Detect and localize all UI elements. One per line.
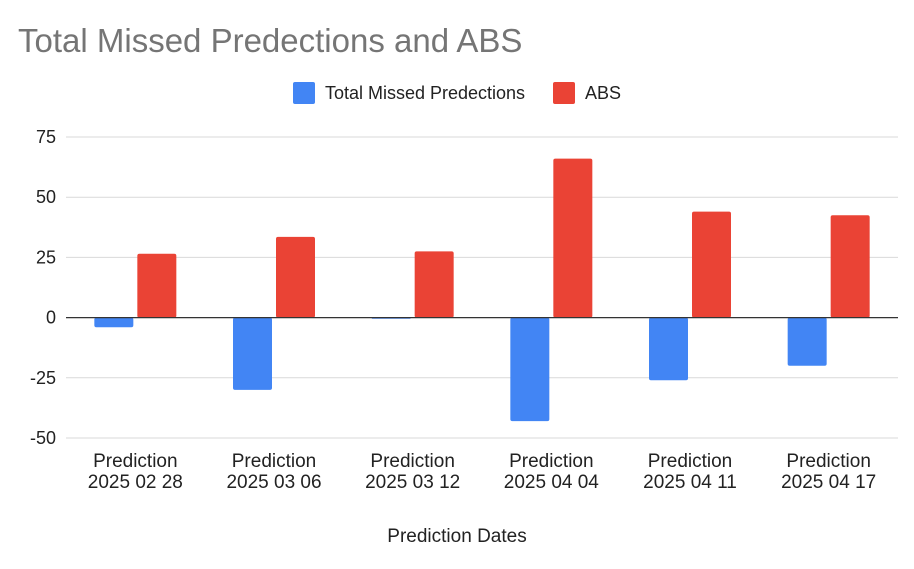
legend-swatch-abs: [553, 82, 576, 104]
x-tick-label: 2025 04 04: [504, 472, 600, 493]
bar-abs: [553, 158, 593, 318]
legend-label-abs: ABS: [585, 82, 622, 103]
x-tick-label: Prediction: [509, 451, 594, 472]
y-tick-label: -50: [30, 428, 56, 448]
legend: Total Missed Predections ABS: [0, 82, 914, 104]
bar-total-missed: [649, 317, 688, 381]
bar-abs: [692, 211, 731, 318]
bar-total-missed: [94, 317, 134, 328]
bar-total-missed: [787, 317, 827, 366]
bar-abs: [830, 215, 870, 318]
y-tick-label: 0: [46, 308, 56, 328]
x-tick-label: 2025 04 11: [643, 472, 737, 493]
x-axis-title: Prediction Dates: [387, 526, 527, 547]
chart-title: Total Missed Predections and ABS: [18, 22, 523, 59]
legend-item-abs[interactable]: ABS: [553, 82, 621, 104]
y-tick-label: 50: [36, 187, 56, 207]
x-tick-label: Prediction: [786, 451, 871, 472]
bar-abs: [414, 251, 454, 318]
bar-abs: [137, 253, 177, 318]
x-tick-label: Prediction: [648, 451, 733, 472]
x-tick-label: 2025 03 06: [226, 472, 321, 493]
bar-total-missed: [233, 317, 272, 390]
x-tick-label: Prediction: [232, 451, 317, 472]
x-tick-label: 2025 03 12: [365, 472, 460, 493]
y-tick-label: -25: [30, 368, 56, 388]
bar-abs: [276, 236, 315, 318]
y-tick-label: 75: [36, 127, 56, 147]
x-tick-label: 2025 04 17: [781, 472, 876, 493]
x-tick-label: Prediction: [93, 451, 178, 472]
x-tick-label: Prediction: [370, 451, 455, 472]
legend-item-total-missed[interactable]: Total Missed Predections: [292, 82, 526, 104]
y-tick-label: 25: [36, 247, 56, 267]
legend-label-total-missed: Total Missed Predections: [324, 82, 526, 103]
legend-swatch-total-missed: [292, 82, 315, 104]
bar-total-missed: [510, 317, 550, 422]
x-tick-label: 2025 02 28: [88, 472, 183, 493]
